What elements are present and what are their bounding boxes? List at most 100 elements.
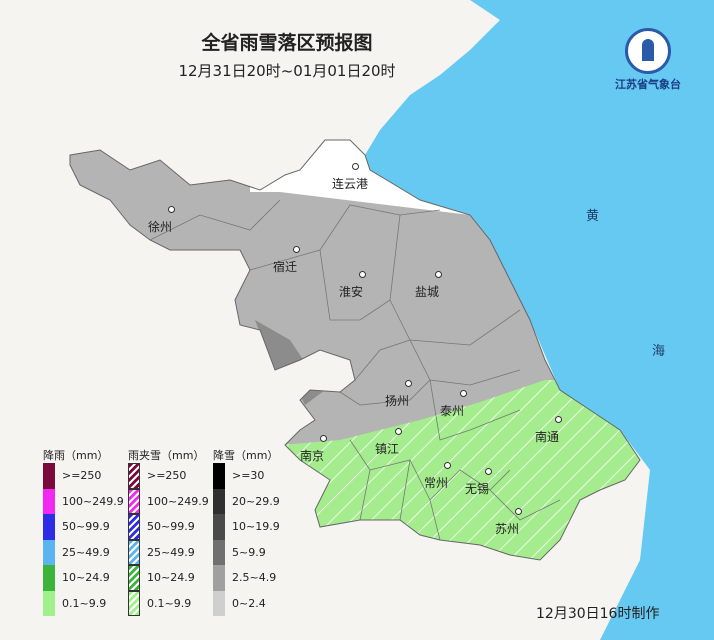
legend-swatch xyxy=(213,590,225,616)
sea-label: 海 xyxy=(652,344,666,359)
legend-item: 10~24.9 xyxy=(43,565,124,591)
sleet-region xyxy=(280,380,640,560)
issued-time: 12月30日16时制作 xyxy=(536,606,660,622)
legend-item: 100~249.9 xyxy=(128,488,209,514)
city-marker-icon xyxy=(352,163,359,170)
legend-swatch xyxy=(128,565,140,591)
legend-label: 25~49.9 xyxy=(147,545,195,559)
jiangsu-outline xyxy=(69,139,641,561)
city-label: 镇江 xyxy=(375,442,400,456)
legend-swatch xyxy=(43,463,55,489)
legend-title: 降雪（mm） xyxy=(213,449,279,462)
legend-label: 5~9.9 xyxy=(232,545,266,559)
city-label: 淮安 xyxy=(339,285,364,299)
city-label: 无锡 xyxy=(465,482,490,496)
city-label: 连云港 xyxy=(332,177,369,191)
legend-item: 50~99.9 xyxy=(128,514,209,540)
city-label: 南京 xyxy=(300,449,325,463)
map-subtitle: 12月31日20时~01月01日20时 xyxy=(178,62,396,80)
legend-title: 雨夹雪（mm） xyxy=(128,449,205,462)
legend-item: 5~9.9 xyxy=(213,539,280,565)
legend-label: 50~99.9 xyxy=(62,520,110,534)
legend-swatch xyxy=(128,539,140,565)
sea-label: 黄 xyxy=(586,209,600,224)
city-marker-icon xyxy=(515,508,522,515)
legend-item: 0.1~9.9 xyxy=(43,590,124,616)
legend-label: 0~2.4 xyxy=(232,596,266,610)
legend-item: 100~249.9 xyxy=(43,488,124,514)
legend-swatch xyxy=(43,539,55,565)
logo-name: 江苏省气象台 xyxy=(615,78,681,91)
city-label: 南通 xyxy=(535,430,560,444)
city-marker-icon xyxy=(555,416,562,423)
legend-label: >=30 xyxy=(232,469,265,483)
city-label: 苏州 xyxy=(495,522,520,536)
legend-item: 20~29.9 xyxy=(213,488,280,514)
legend-item: 2.5~4.9 xyxy=(213,565,280,591)
legend-item: 0~2.4 xyxy=(213,590,280,616)
legend-item: >=250 xyxy=(43,463,124,489)
city-marker-icon xyxy=(168,206,175,213)
sea xyxy=(365,0,714,640)
legend-item: 10~24.9 xyxy=(128,565,209,591)
city-marker-icon xyxy=(460,390,467,397)
legend-item: >=250 xyxy=(128,463,209,489)
legend-snow: 降雪（mm） >=30 20~29.9 10~19.9 5~9.9 2.5~4.9 0~2… xyxy=(213,447,280,616)
legend-swatch xyxy=(43,565,55,591)
legend-item: 10~19.9 xyxy=(213,514,280,540)
legend-item: 0.1~9.9 xyxy=(128,590,209,616)
legend-label: 0.1~9.9 xyxy=(62,596,107,610)
legend-swatch xyxy=(128,590,140,616)
city-marker-icon xyxy=(444,462,451,469)
city-label: 徐州 xyxy=(148,220,173,234)
city-label: 宿迁 xyxy=(273,260,298,274)
legend-label: 100~249.9 xyxy=(62,494,124,508)
legend-label: 10~24.9 xyxy=(147,571,195,585)
logo: 江苏省气象台 xyxy=(600,28,696,92)
legend-label: >=250 xyxy=(147,469,187,483)
legend-swatch xyxy=(128,488,140,514)
legend-swatch xyxy=(128,514,140,540)
city-label: 扬州 xyxy=(385,394,410,408)
city-marker-icon xyxy=(293,246,300,253)
legend-rain: 降雨（mm） >=250 100~249.9 50~99.9 25~49.9 10~24… xyxy=(43,447,124,616)
legend-swatch xyxy=(43,514,55,540)
legend-label: 25~49.9 xyxy=(62,545,110,559)
snow-region-moderate xyxy=(255,320,310,372)
legend-label: 10~24.9 xyxy=(62,571,110,585)
city-marker-icon xyxy=(359,271,366,278)
tower-logo-icon xyxy=(625,28,671,74)
city-label: 常州 xyxy=(424,476,449,490)
legend-label: >=250 xyxy=(62,469,102,483)
legend-label: 0.1~9.9 xyxy=(147,596,192,610)
city-label: 泰州 xyxy=(440,404,465,418)
legend-swatch xyxy=(213,463,225,489)
legend-label: 10~19.9 xyxy=(232,520,280,534)
city-marker-icon xyxy=(320,435,327,442)
legend-swatch xyxy=(213,539,225,565)
legend-title: 降雨（mm） xyxy=(43,449,109,462)
city-marker-icon xyxy=(395,428,402,435)
legend-swatch xyxy=(128,463,140,489)
legend-label: 100~249.9 xyxy=(147,494,209,508)
legend-swatch xyxy=(213,565,225,591)
legend-item: 50~99.9 xyxy=(43,514,124,540)
city-marker-icon xyxy=(435,271,442,278)
legend-sleet: 雨夹雪（mm） >=250 100~249.9 50~99.9 25~49.9 10~2… xyxy=(128,447,209,616)
legend-label: 2.5~4.9 xyxy=(232,571,277,585)
city-marker-icon xyxy=(485,468,492,475)
city-label: 盐城 xyxy=(415,285,440,299)
city-boundaries xyxy=(149,199,561,541)
legend-item: 25~49.9 xyxy=(128,539,209,565)
city-marker-icon xyxy=(405,380,412,387)
legend-swatch xyxy=(213,488,225,514)
legend-item: 25~49.9 xyxy=(43,539,124,565)
legend-label: 50~99.9 xyxy=(147,520,195,534)
legend-swatch xyxy=(43,488,55,514)
map-title: 全省雨雪落区预报图 xyxy=(201,32,373,54)
legend-label: 20~29.9 xyxy=(232,494,280,508)
legend-item: >=30 xyxy=(213,463,280,489)
legend-swatch xyxy=(43,590,55,616)
